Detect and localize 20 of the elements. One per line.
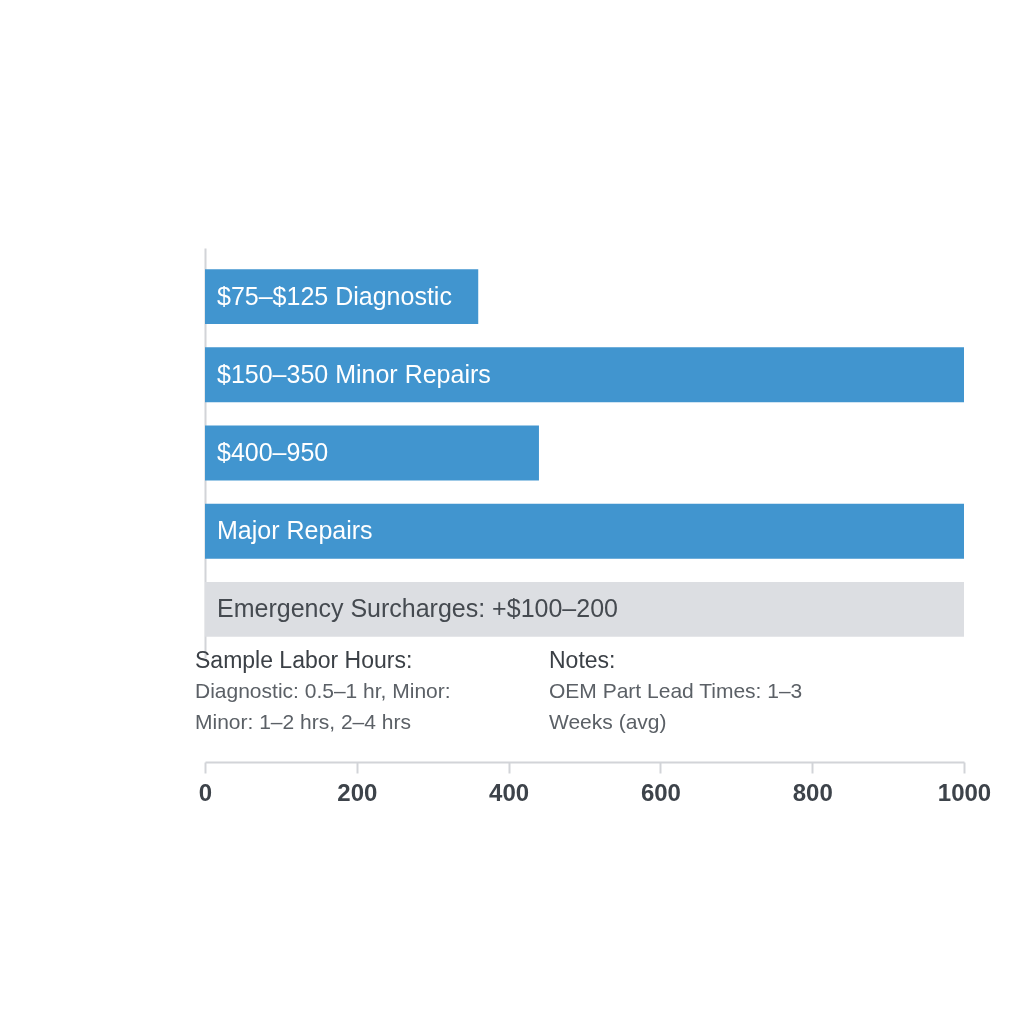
- x-tick-label: 400: [489, 778, 530, 806]
- x-tick-label: 800: [792, 778, 833, 806]
- bar: [205, 503, 964, 559]
- bar: [205, 347, 964, 403]
- y-tick-label: $150–350 Minor Repairs: [217, 359, 491, 388]
- x-tick-label: 1000: [937, 778, 992, 806]
- text: Minor: 1–2 hrs, 2–4 hrs: [195, 710, 411, 733]
- annotation: Sample Labor Hours:: [195, 647, 413, 673]
- x-tick-label: 600: [640, 778, 681, 806]
- bar: [205, 425, 539, 481]
- text: Diagnostic: 0.5–1 hr, Minor:: [195, 679, 451, 702]
- text: Weeks (avg): [549, 710, 667, 733]
- x-tick-label: 200: [337, 778, 378, 806]
- y-tick-label: $75–$125 Diagnostic: [217, 281, 452, 310]
- y-tick-label: Emergency Surcharges: +$100–200: [217, 594, 618, 623]
- x-tick-label: 0: [198, 778, 213, 806]
- y-tick-label: $400–950: [217, 438, 329, 466]
- annotation: Notes:: [549, 647, 616, 673]
- text: OEM Part Lead Times: 1–3: [549, 679, 803, 702]
- y-tick-label: Major Repairs: [217, 516, 373, 545]
